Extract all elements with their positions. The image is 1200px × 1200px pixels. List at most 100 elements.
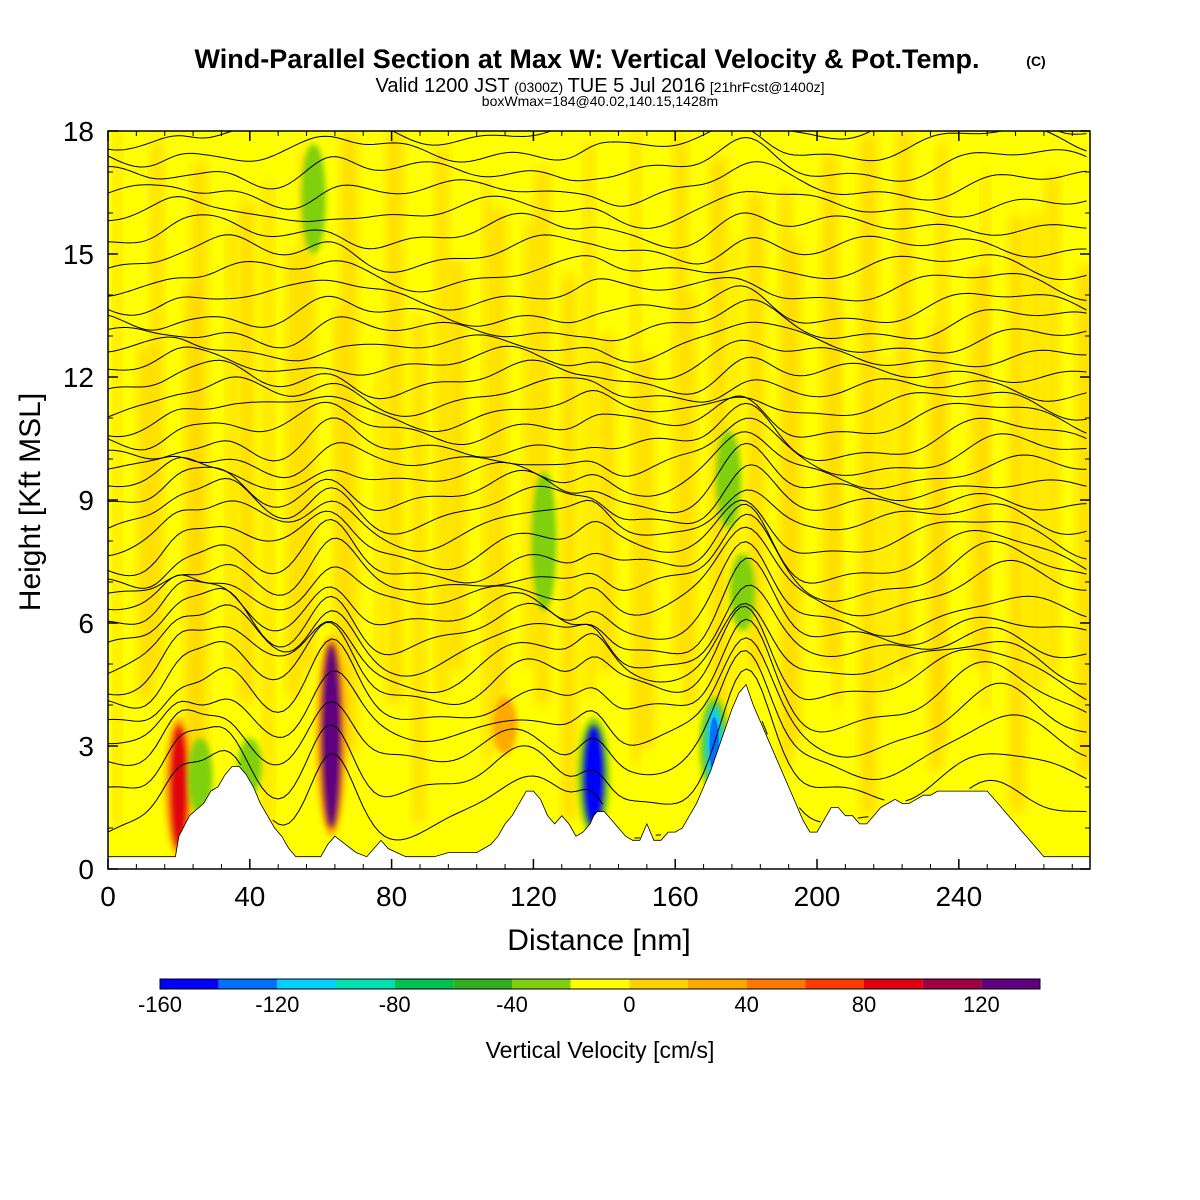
colorbar-tick-label: -160	[138, 992, 182, 1017]
colorbar-segment	[277, 979, 336, 989]
y-axis: 0 3 6 9 12 15 18	[63, 116, 1090, 885]
x-tick-label: 160	[652, 881, 699, 912]
colorbar-segment	[688, 979, 747, 989]
colorbar-segment	[864, 979, 923, 989]
field-band	[1047, 173, 1058, 673]
isentrope-line	[108, 526, 1087, 617]
field-band	[413, 318, 425, 823]
isentrope-line	[108, 464, 1087, 535]
w-feature-peak	[587, 740, 600, 813]
field-band	[748, 194, 763, 672]
isentrope-line	[108, 417, 1087, 479]
field-band	[861, 135, 876, 815]
colorbar-segment	[512, 979, 571, 989]
isentrope-line	[108, 668, 1087, 805]
colorbar-segment	[453, 979, 512, 989]
isentrope-line	[108, 721, 1087, 841]
field-band	[450, 259, 464, 670]
field-band	[788, 242, 801, 746]
isentrope-line	[108, 285, 1087, 331]
x-axis-label: Distance [nm]	[507, 924, 690, 957]
field-band	[1030, 213, 1042, 690]
downdraft-core	[193, 746, 207, 808]
field-band	[833, 299, 841, 709]
downdraft-core	[537, 479, 551, 603]
field-band	[562, 274, 576, 820]
orange-bands-layer	[115, 131, 1090, 828]
colorbar-segment	[394, 979, 454, 989]
downdraft-core	[307, 151, 320, 246]
colorbar-tick-label: 40	[734, 992, 758, 1017]
x-tick-label: 0	[100, 881, 116, 912]
colorbar-tick-label: 0	[623, 992, 635, 1017]
colorbar-segment	[570, 979, 630, 989]
x-tick-label: 40	[234, 881, 265, 912]
field-band	[1010, 215, 1025, 812]
plot-area	[108, 131, 1090, 869]
field-band	[882, 361, 891, 692]
isentrope-line	[108, 321, 1087, 363]
x-tick-label: 200	[794, 881, 841, 912]
chart-subtitle: Valid 1200 JST (0300Z) TUE 5 Jul 2016 [2…	[375, 75, 824, 97]
field-band	[780, 189, 791, 769]
colorbar-tick-label: 80	[852, 992, 876, 1017]
colorbar: -160 -120 -80 -40 0 40 80 120	[138, 978, 1041, 1017]
subtitle-valid: Valid 1200 JST	[375, 75, 509, 97]
colorbar-frame	[159, 978, 1041, 990]
x-tick-label: 240	[935, 881, 982, 912]
y-tick-label: 9	[78, 485, 94, 516]
colorbar-segment	[160, 979, 219, 989]
field-band	[185, 284, 198, 758]
x-tick-label: 120	[510, 881, 557, 912]
colorbar-segment	[746, 979, 806, 989]
field-band	[823, 155, 837, 666]
field-band	[152, 139, 163, 669]
field-band	[483, 177, 490, 763]
isentrope-line	[108, 584, 1087, 677]
field-band	[1078, 265, 1090, 774]
field-band	[897, 131, 911, 672]
isentrope-line	[108, 299, 1087, 349]
isentrope-line	[108, 191, 1087, 229]
isentrope-line	[108, 212, 1087, 250]
field-band	[227, 228, 235, 668]
field-band	[376, 371, 383, 668]
field-band	[139, 345, 154, 700]
isentrope-line	[108, 376, 1087, 418]
chart-title: Wind-Parallel Section at Max W: Vertical…	[195, 44, 980, 74]
isentrope-line	[108, 234, 1087, 273]
potential-temperature-contours	[108, 131, 1087, 841]
updraft-core	[170, 725, 187, 849]
isentrope-line	[108, 541, 1087, 640]
y-tick-label: 6	[78, 608, 94, 639]
isentrope-line	[108, 254, 1087, 297]
isentrope-line	[108, 431, 1087, 497]
isentrope-line	[108, 161, 1087, 210]
terrain-layer	[108, 683, 1090, 869]
isentrope-line	[108, 650, 1087, 781]
isentrope-line	[108, 272, 1087, 316]
isentrope-line	[108, 402, 1087, 462]
isentrope-line	[108, 557, 1087, 656]
field-band	[239, 201, 254, 702]
field-band	[632, 131, 640, 766]
y-tick-label: 18	[63, 116, 94, 147]
field-band	[193, 163, 207, 756]
colorbar-segment	[218, 979, 278, 989]
colorbar-tick-label: -40	[496, 992, 528, 1017]
colorbar-segment	[922, 979, 982, 989]
colorbar-label: Vertical Velocity [cm/s]	[486, 1037, 715, 1063]
field-band	[387, 132, 402, 704]
x-tick-label: 80	[376, 881, 407, 912]
field-band	[334, 309, 344, 761]
colorbar-tick-label: -120	[255, 992, 299, 1017]
isentrope-line	[108, 503, 1087, 589]
colorbar-tick-label: 120	[963, 992, 1000, 1017]
x-axis: 0 40 80 120 160 200 240	[100, 131, 1073, 912]
isentrope-line	[108, 499, 1087, 577]
subtitle-utc: (0300Z)	[514, 79, 563, 95]
copyright-mark: (C)	[1026, 53, 1045, 69]
isentrope-line	[108, 131, 1087, 168]
field-band	[115, 131, 121, 828]
isentrope-line	[108, 637, 1087, 758]
